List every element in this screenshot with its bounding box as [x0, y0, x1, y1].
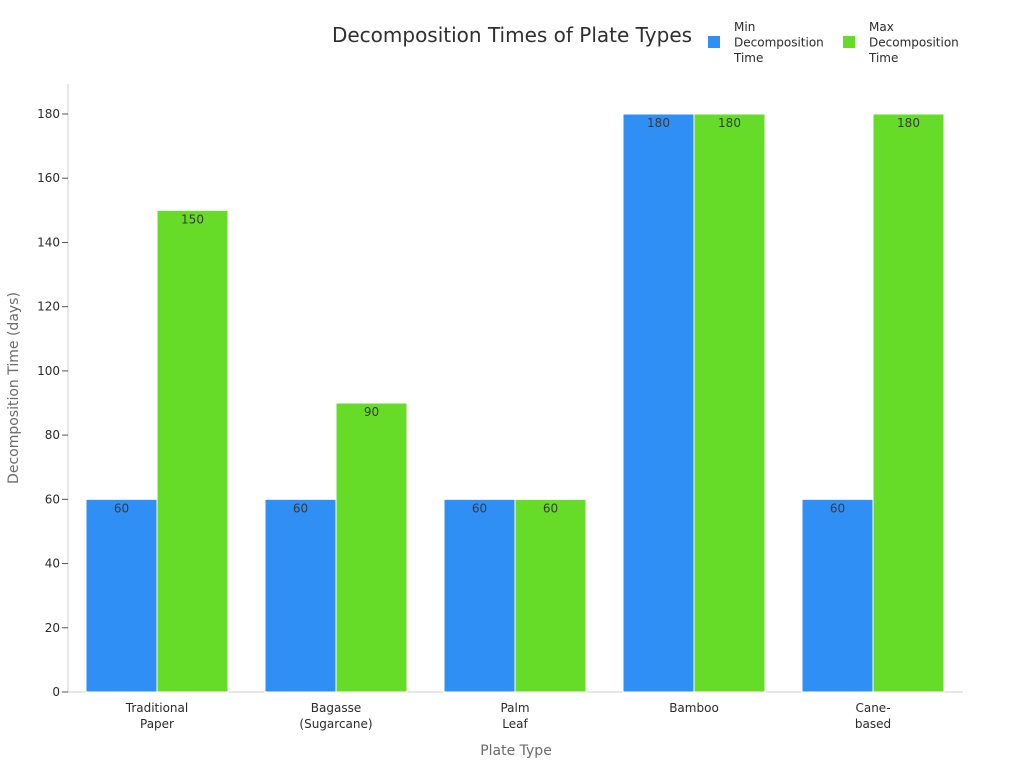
data-label: 150	[181, 212, 204, 226]
data-label: 90	[364, 405, 379, 419]
y-tick-label: 80	[45, 428, 60, 442]
y-tick-label: 100	[37, 364, 60, 378]
y-tick-label: 60	[45, 492, 60, 506]
y-axis-title: Decomposition Time (days)	[6, 292, 22, 484]
data-label: 180	[647, 116, 670, 130]
bar-min	[443, 498, 516, 693]
legend-swatch	[708, 36, 720, 48]
data-label: 60	[114, 501, 129, 515]
category-group: 60 90 Bagasse (Sugarcane)	[264, 402, 408, 731]
category-group: 60 150 Traditional Paper	[85, 209, 229, 731]
y-tick-label: 40	[45, 557, 60, 571]
x-tick-label: Cane-based	[855, 701, 891, 731]
bar-min	[264, 498, 337, 693]
y-tick-label: 140	[37, 235, 60, 249]
category-group: 60 60 Palm Leaf	[443, 498, 587, 731]
data-label: 60	[293, 501, 308, 515]
x-tick-label: Palm Leaf	[500, 701, 529, 731]
y-tick-label: 20	[45, 621, 60, 635]
bar-max	[872, 113, 945, 693]
legend-label: Max Decomposition Time	[868, 20, 959, 65]
data-label: 60	[830, 501, 845, 515]
legend-item: Max Decomposition Time	[843, 20, 959, 65]
x-tick-label: Bamboo	[669, 701, 719, 715]
category-group: 180 180 Bamboo	[622, 113, 766, 715]
x-tick-label: Bagasse (Sugarcane)	[299, 701, 372, 731]
y-tick-label: 0	[52, 685, 60, 699]
y-tick-label: 160	[37, 171, 60, 185]
legend-item: Min Decomposition Time	[708, 20, 824, 65]
bar-max	[693, 113, 766, 693]
data-label: 180	[897, 116, 920, 130]
chart-title: Decomposition Times of Plate Types	[332, 23, 692, 47]
bar-max	[156, 209, 229, 693]
bar-min	[622, 113, 695, 693]
bar-max	[514, 498, 587, 693]
bars-group: 60 150 Traditional Paper 60 90 Bagasse (Sugarca…	[85, 113, 945, 731]
data-label: 180	[718, 116, 741, 130]
y-tick-label: 180	[37, 107, 60, 121]
x-axis-title: Plate Type	[480, 743, 552, 759]
bar-min	[85, 498, 158, 693]
bar-min	[801, 498, 874, 693]
data-label: 60	[472, 501, 487, 515]
x-tick-label: Traditional Paper	[125, 701, 188, 731]
data-label: 60	[543, 501, 558, 515]
legend-swatch	[843, 36, 855, 48]
bar-max	[335, 402, 408, 693]
legend-label: Min Decomposition Time	[733, 20, 824, 65]
category-group: 60 180 Cane-based	[801, 113, 945, 731]
y-tick-label: 120	[37, 300, 60, 314]
legend: Min Decomposition Time Max Decomposition Time	[708, 20, 959, 65]
